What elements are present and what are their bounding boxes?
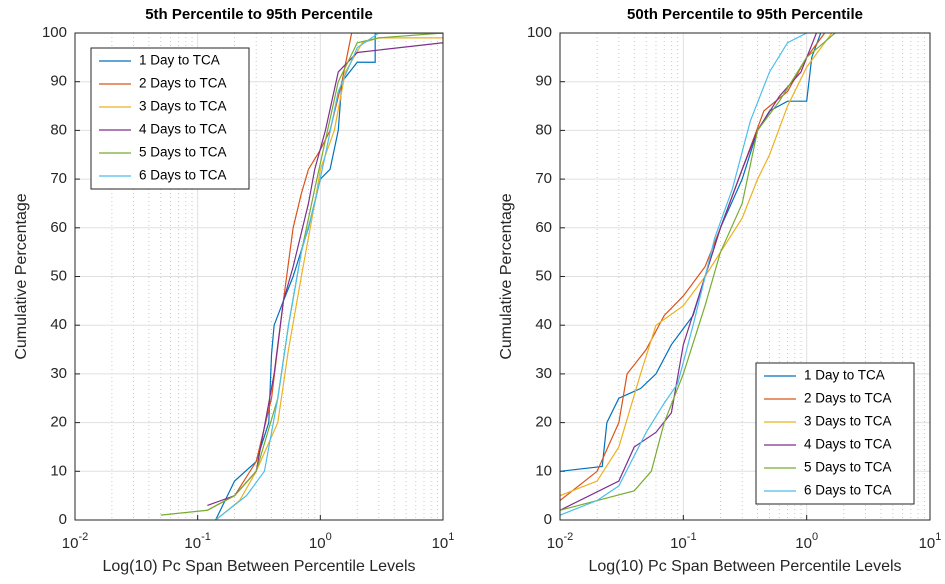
legend-label: 1 Day to TCA — [139, 53, 220, 68]
y-tick-label: 30 — [50, 365, 67, 382]
y-tick-label: 80 — [50, 121, 67, 138]
legend-label: 2 Days to TCA — [139, 76, 227, 91]
y-tick-label: 60 — [535, 219, 552, 236]
x-tick-label: 101 — [432, 531, 455, 552]
y-tick-label: 70 — [535, 170, 552, 187]
x-tick-label: 10-1 — [670, 531, 696, 552]
chart-title: 5th Percentile to 95th Percentile — [145, 6, 373, 23]
legend-box — [90, 47, 250, 190]
legend-label: 4 Days to TCA — [804, 437, 892, 452]
x-tick-label: 100 — [795, 531, 818, 552]
y-tick-label: 50 — [535, 267, 552, 284]
y-tick-label: 60 — [50, 219, 67, 236]
series-group — [560, 33, 836, 516]
y-tick-label: 80 — [535, 121, 552, 138]
legend-box — [755, 362, 915, 505]
y-tick-label: 20 — [50, 414, 67, 431]
series-line — [215, 33, 443, 520]
legend-label: 6 Days to TCA — [139, 168, 227, 183]
y-tick-label: 0 — [544, 511, 552, 528]
x-tick-label: 10-2 — [62, 531, 88, 552]
series-group — [160, 33, 443, 520]
y-axis-label: Cumulative Percentage — [498, 193, 515, 359]
x-axis-label: Log(10) Pc Span Between Percentile Level… — [588, 558, 901, 575]
legend-label: 6 Days to TCA — [804, 483, 892, 498]
y-tick-label: 90 — [50, 73, 67, 90]
series-line — [560, 33, 833, 497]
legend-label: 5 Days to TCA — [139, 145, 227, 160]
y-tick-label: 40 — [50, 316, 67, 333]
legend-label: 4 Days to TCA — [139, 122, 227, 137]
y-tick-label: 100 — [527, 24, 552, 41]
chart-title: 50th Percentile to 95th Percentile — [627, 6, 863, 23]
y-tick-label: 90 — [535, 73, 552, 90]
y-tick-label: 0 — [59, 511, 67, 528]
legend-label: 3 Days to TCA — [804, 414, 892, 429]
axes-box — [559, 32, 931, 521]
x-tick-label: 10-2 — [547, 531, 573, 552]
y-tick-label: 30 — [535, 365, 552, 382]
x-tick-label: 10-1 — [184, 531, 210, 552]
x-axis-label: Log(10) Pc Span Between Percentile Level… — [102, 558, 415, 575]
legend-label: 2 Days to TCA — [804, 391, 892, 406]
series-line — [560, 33, 807, 516]
y-axis-label: Cumulative Percentage — [13, 193, 30, 359]
x-tick-label: 100 — [309, 531, 332, 552]
axes-box — [74, 32, 444, 521]
y-tick-label: 10 — [535, 462, 552, 479]
y-tick-label: 20 — [535, 414, 552, 431]
y-tick-label: 10 — [50, 462, 67, 479]
legend-label: 5 Days to TCA — [804, 460, 892, 475]
legend-label: 1 Day to TCA — [804, 368, 885, 383]
y-tick-label: 50 — [50, 267, 67, 284]
legend-label: 3 Days to TCA — [139, 99, 227, 114]
y-tick-label: 40 — [535, 316, 552, 333]
y-tick-label: 100 — [42, 24, 67, 41]
y-tick-label: 70 — [50, 170, 67, 187]
series-line — [560, 33, 836, 511]
x-tick-label: 101 — [919, 531, 942, 552]
